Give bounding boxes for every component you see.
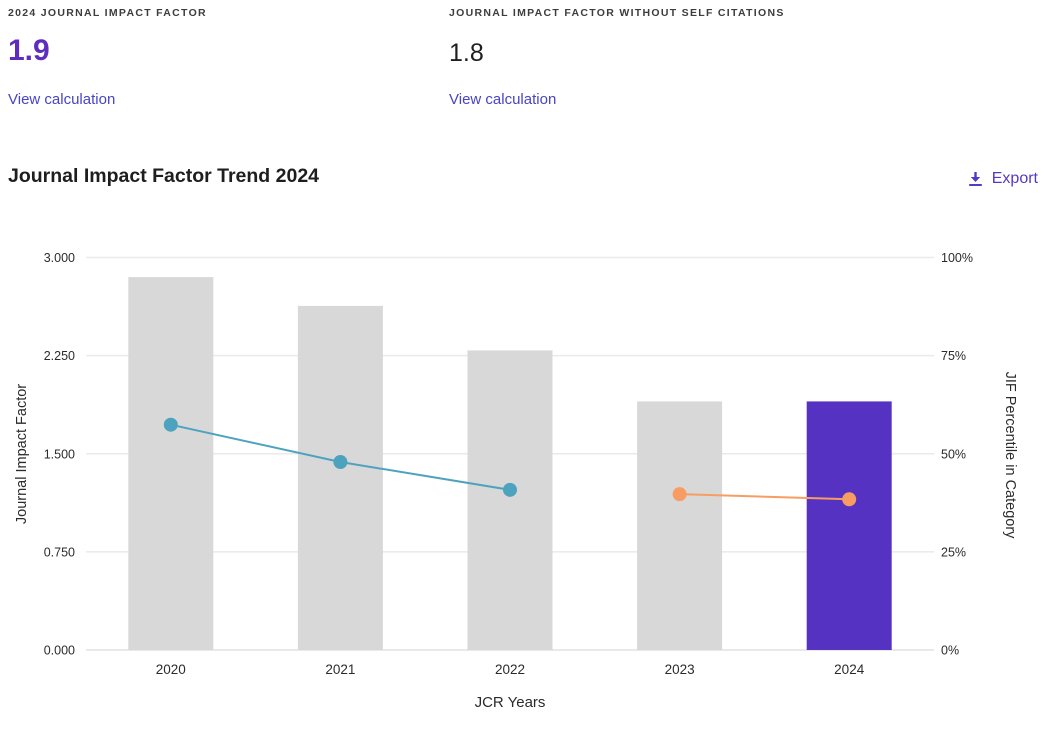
left-axis-tick-label: 0.000 [44,644,75,658]
jif-trend-chart: 0.000 0% 0.750 25% 1.500 50% 2.250 75% 3.000 100%… [0,240,1047,730]
right-axis-tick-label: 50% [941,447,966,461]
metric-jif-without-self-citations: JOURNAL IMPACT FACTOR WITHOUT SELF CITAT… [449,7,785,109]
metric-label: 2024 JOURNAL IMPACT FACTOR [8,7,207,19]
export-button[interactable]: Export [968,168,1038,190]
jif-value: 1.9 [8,34,50,67]
right-axis-title: JIF Percentile in Category [1002,372,1018,540]
bar-2020[interactable] [128,277,214,650]
percentile-dot-2020[interactable] [163,417,178,432]
bar-2024[interactable] [806,401,892,650]
x-axis-label-2020: 2020 [156,662,186,677]
left-axis-tick-label: 2.250 [44,349,75,363]
jif-no-self-value: 1.8 [449,39,484,67]
percentile-dot-2024[interactable] [842,492,857,507]
x-axis-label-2023: 2023 [665,662,695,677]
view-calculation-link-jif[interactable]: View calculation [8,91,116,108]
right-axis-tick-label: 75% [941,349,966,363]
bar-2021[interactable] [297,305,383,650]
export-label: Export [991,170,1038,187]
x-axis-label-2022: 2022 [495,662,525,677]
left-axis-tick-label: 1.500 [44,447,75,461]
view-calculation-link-no-self[interactable]: View calculation [449,91,557,108]
right-axis-tick-label: 0% [941,644,959,658]
bar-2023[interactable] [637,401,723,650]
percentile-dot-2023[interactable] [672,487,687,502]
x-axis-title: JCR Years [475,694,546,711]
right-axis-tick-label: 25% [941,545,966,559]
percentile-line [679,493,850,501]
left-axis-tick-label: 3.000 [44,251,75,265]
percentile-dot-2021[interactable] [333,454,348,469]
download-icon [968,171,983,187]
left-axis-title: Journal Impact Factor [14,384,30,524]
left-axis-tick-label: 0.750 [44,545,75,559]
bar-2022[interactable] [467,350,553,650]
metric-2024-jif: 2024 JOURNAL IMPACT FACTOR 1.9 View calc… [8,7,207,109]
chart-svg: 0.000 0% 0.750 25% 1.500 50% 2.250 75% 3.000 100%… [14,251,1018,711]
x-axis-label-2024: 2024 [834,662,865,677]
percentile-dot-2022[interactable] [503,482,517,497]
chart-section-title: Journal Impact Factor Trend 2024 [8,165,320,187]
right-axis-tick-label: 100% [941,251,973,265]
x-axis-label-2021: 2021 [325,662,355,677]
metric-label: JOURNAL IMPACT FACTOR WITHOUT SELF CITAT… [449,7,785,19]
